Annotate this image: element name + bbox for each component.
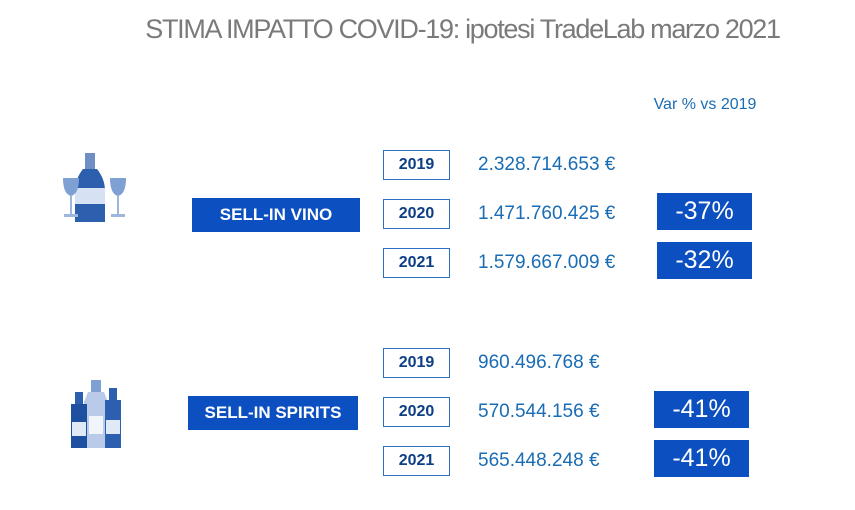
year-box: 2020 — [383, 397, 450, 427]
amount: 565.448.248 € — [478, 450, 600, 471]
year-box: 2021 — [383, 446, 450, 476]
section-label: SELL-IN VINO — [192, 198, 360, 232]
variation-box: -32% — [657, 242, 752, 279]
spirits-icon — [71, 380, 121, 448]
wine-icon — [63, 153, 126, 222]
section-label: SELL-IN SPIRITS — [188, 396, 358, 430]
column-title: Var % vs 2019 — [653, 96, 757, 113]
year-box: 2019 — [383, 150, 450, 180]
amount: 960.496.768 € — [478, 352, 600, 373]
year-box: 2019 — [383, 348, 450, 378]
year-box: 2020 — [383, 199, 450, 229]
amount: 2.328.714.653 € — [478, 154, 616, 175]
variation-box: -41% — [654, 391, 749, 428]
variation-box: -37% — [657, 193, 752, 230]
amount: 1.579.667.009 € — [478, 252, 616, 273]
title: STIMA IMPATTO COVID-19: ipotesi TradeLab… — [145, 14, 781, 44]
amount: 570.544.156 € — [478, 401, 600, 422]
amount: 1.471.760.425 € — [478, 203, 616, 224]
year-box: 2021 — [383, 248, 450, 278]
variation-box: -41% — [654, 440, 749, 477]
